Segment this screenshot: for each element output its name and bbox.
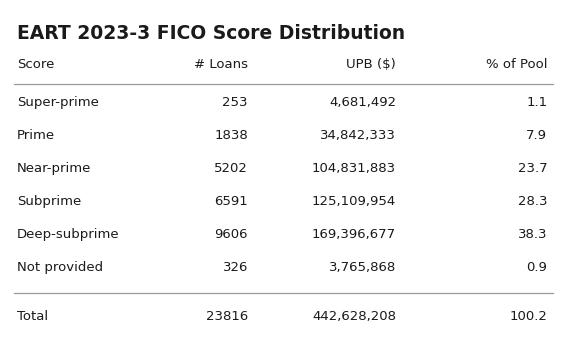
Text: 34,842,333: 34,842,333 bbox=[320, 129, 396, 142]
Text: 0.9: 0.9 bbox=[526, 262, 547, 274]
Text: 23.7: 23.7 bbox=[518, 162, 547, 175]
Text: 5202: 5202 bbox=[214, 162, 248, 175]
Text: 7.9: 7.9 bbox=[526, 129, 547, 142]
Text: 23816: 23816 bbox=[206, 310, 248, 323]
Text: 1838: 1838 bbox=[214, 129, 248, 142]
Text: Subprime: Subprime bbox=[17, 195, 82, 208]
Text: Score: Score bbox=[17, 58, 55, 71]
Text: EART 2023-3 FICO Score Distribution: EART 2023-3 FICO Score Distribution bbox=[17, 24, 405, 42]
Text: 28.3: 28.3 bbox=[518, 195, 547, 208]
Text: 125,109,954: 125,109,954 bbox=[312, 195, 396, 208]
Text: 326: 326 bbox=[222, 262, 248, 274]
Text: 3,765,868: 3,765,868 bbox=[329, 262, 396, 274]
Text: UPB ($): UPB ($) bbox=[347, 58, 396, 71]
Text: 6591: 6591 bbox=[214, 195, 248, 208]
Text: % of Pool: % of Pool bbox=[486, 58, 547, 71]
Text: Near-prime: Near-prime bbox=[17, 162, 91, 175]
Text: Deep-subprime: Deep-subprime bbox=[17, 228, 120, 241]
Text: Total: Total bbox=[17, 310, 48, 323]
Text: 38.3: 38.3 bbox=[518, 228, 547, 241]
Text: 9606: 9606 bbox=[214, 228, 248, 241]
Text: 442,628,208: 442,628,208 bbox=[312, 310, 396, 323]
Text: 253: 253 bbox=[222, 96, 248, 109]
Text: 4,681,492: 4,681,492 bbox=[329, 96, 396, 109]
Text: Super-prime: Super-prime bbox=[17, 96, 99, 109]
Text: 1.1: 1.1 bbox=[526, 96, 547, 109]
Text: 104,831,883: 104,831,883 bbox=[312, 162, 396, 175]
Text: Prime: Prime bbox=[17, 129, 55, 142]
Text: 169,396,677: 169,396,677 bbox=[312, 228, 396, 241]
Text: Not provided: Not provided bbox=[17, 262, 103, 274]
Text: 100.2: 100.2 bbox=[510, 310, 547, 323]
Text: # Loans: # Loans bbox=[194, 58, 248, 71]
